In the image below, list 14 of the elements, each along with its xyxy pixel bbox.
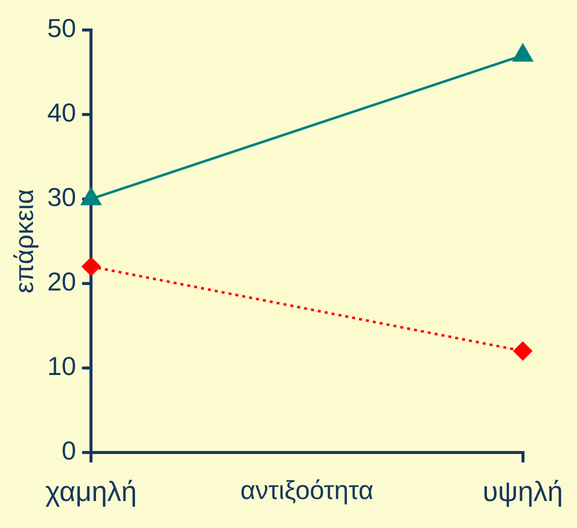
point <box>514 342 532 360</box>
y-tick-label: 10 <box>47 351 76 382</box>
y-tick-label: 30 <box>47 182 76 212</box>
x-tick-label: υψηλή <box>482 476 563 507</box>
y-tick-label: 20 <box>47 266 76 297</box>
y-tick-label: 40 <box>47 98 76 128</box>
y-tick-label: 50 <box>47 13 76 44</box>
point <box>82 257 100 276</box>
y-tick-label: 0 <box>62 436 76 466</box>
x-tick-label: χαμηλή <box>45 476 137 507</box>
y-axis-title: επάρκεια <box>8 189 39 294</box>
point <box>512 44 533 62</box>
x-axis-title: αντιξοότητα <box>240 475 374 506</box>
point <box>81 188 102 206</box>
